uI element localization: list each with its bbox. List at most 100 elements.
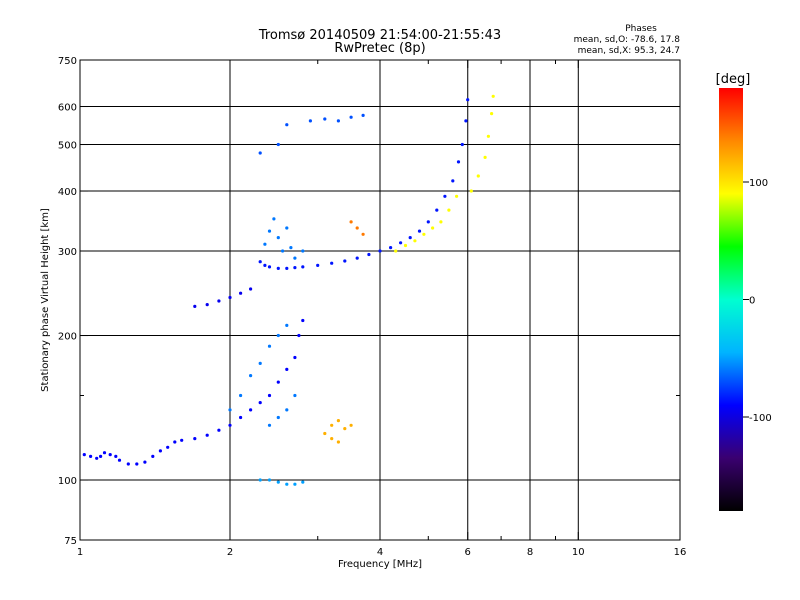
echo-point xyxy=(276,333,280,338)
echo-point xyxy=(323,431,327,436)
echo-point xyxy=(349,115,353,119)
colorbar-tick-label: 100 xyxy=(749,178,768,189)
y-tick-label: 750 xyxy=(58,56,77,67)
echo-point xyxy=(447,208,451,212)
chart-subtitle: RwPretec (8p) xyxy=(334,41,425,56)
echo-point xyxy=(456,160,461,164)
echo-point xyxy=(267,229,272,233)
echo-point xyxy=(336,440,340,444)
echo-point xyxy=(228,295,232,300)
echo-point xyxy=(285,323,289,327)
echo-point xyxy=(293,266,297,270)
y-tick-label: 75 xyxy=(64,536,77,547)
echo-point xyxy=(249,408,253,412)
axis-ticks: 1 2 4 6 8 10 16 75 100 200 300 400 500 600 750 xyxy=(58,56,686,558)
echo-point xyxy=(330,423,334,427)
echo-point xyxy=(455,194,459,198)
echo-point xyxy=(435,208,439,212)
colorbar-tick-label: 0 xyxy=(749,296,755,307)
echo-point xyxy=(349,423,353,427)
echo-point xyxy=(217,299,221,303)
echo-point xyxy=(422,232,426,236)
echo-point xyxy=(89,454,93,458)
echo-point xyxy=(293,256,297,260)
echo-point xyxy=(301,265,305,269)
echo-point xyxy=(486,134,490,138)
echo-point xyxy=(258,401,262,405)
echo-point xyxy=(293,355,297,360)
echo-point xyxy=(431,226,435,230)
echo-point xyxy=(301,480,305,484)
echo-point xyxy=(408,236,412,240)
echo-point xyxy=(228,408,232,412)
chart-title: Tromsø 20140509 21:54:00-21:55:43 xyxy=(258,28,501,43)
echo-point xyxy=(258,260,262,264)
y-tick-label: 600 xyxy=(58,103,77,114)
echo-point xyxy=(378,249,382,253)
echo-point xyxy=(316,263,320,267)
echo-point xyxy=(143,460,147,464)
echo-point xyxy=(272,217,276,221)
echo-point xyxy=(114,454,118,458)
echo-point xyxy=(464,119,468,123)
echo-point xyxy=(355,256,359,260)
echo-point xyxy=(258,361,262,365)
x-tick-label: 10 xyxy=(572,547,585,558)
echo-point xyxy=(281,249,285,253)
echo-point xyxy=(285,408,289,412)
echo-point xyxy=(460,142,464,147)
colorbar-gradient xyxy=(719,88,743,511)
echo-point xyxy=(301,318,305,323)
echo-point xyxy=(285,266,289,270)
echo-point xyxy=(361,232,365,236)
echo-point xyxy=(217,428,221,432)
echo-point xyxy=(193,304,197,308)
echo-point xyxy=(158,449,162,453)
y-tick-label: 500 xyxy=(58,141,77,152)
echo-point xyxy=(239,415,243,420)
echo-point xyxy=(249,374,253,378)
echo-point xyxy=(276,236,280,240)
echo-point xyxy=(258,478,262,482)
echo-point xyxy=(285,226,289,230)
y-axis-label: Stationary phase Virtual Height [km] xyxy=(40,208,51,392)
echo-point xyxy=(276,480,280,484)
echo-point xyxy=(151,454,155,458)
echo-point xyxy=(308,119,312,123)
x-axis-label: Frequency [MHz] xyxy=(338,559,422,570)
echo-point xyxy=(276,266,280,270)
echo-point xyxy=(361,113,365,117)
echo-point xyxy=(102,451,107,455)
echo-point xyxy=(426,220,430,224)
y-tick-label: 100 xyxy=(58,476,77,487)
echo-point xyxy=(126,462,130,466)
echo-point xyxy=(180,438,184,442)
echo-point xyxy=(413,239,417,243)
echo-point xyxy=(417,229,422,233)
echo-point xyxy=(267,393,272,398)
echo-point xyxy=(205,303,209,307)
echo-point xyxy=(228,423,232,427)
y-tick-label: 300 xyxy=(58,247,77,258)
echo-point xyxy=(343,259,347,263)
echo-point xyxy=(399,241,403,245)
echo-point xyxy=(135,462,139,466)
echo-point xyxy=(490,112,494,116)
echo-point xyxy=(285,482,289,486)
echo-point xyxy=(469,189,473,193)
echo-point xyxy=(276,380,280,384)
echo-point xyxy=(82,453,86,457)
echo-point xyxy=(267,423,272,427)
echo-point xyxy=(285,123,289,127)
stats-x-mode: mean, sd,X: 95.3, 24.7 xyxy=(578,46,680,56)
echo-point xyxy=(439,220,443,224)
echo-point xyxy=(491,94,495,98)
echo-point xyxy=(323,117,327,121)
echo-point xyxy=(166,445,170,449)
x-tick-label: 4 xyxy=(377,547,383,558)
colorbar-label: [deg] xyxy=(716,72,751,87)
x-tick-label: 2 xyxy=(227,547,233,558)
echo-point xyxy=(476,174,480,178)
echo-point xyxy=(258,151,262,155)
